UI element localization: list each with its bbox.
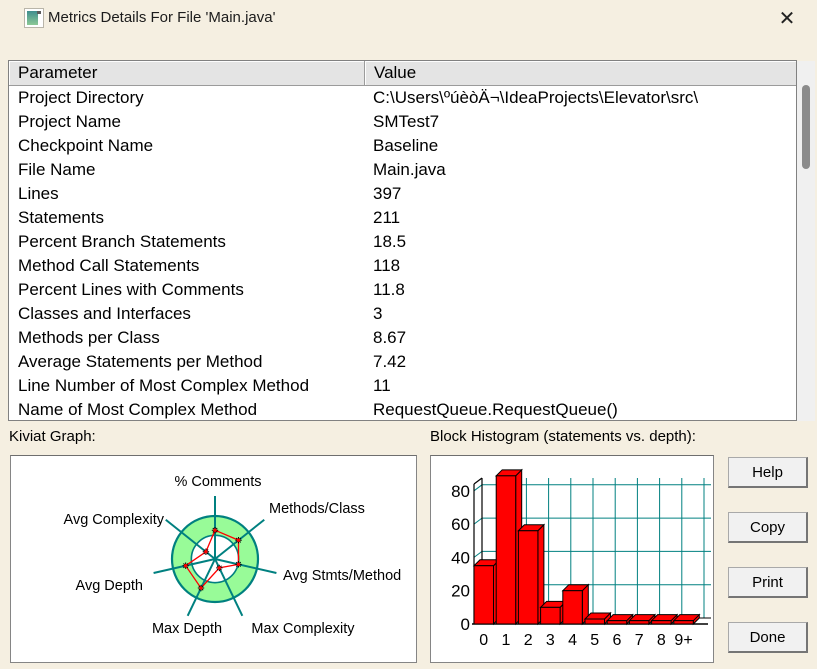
svg-text:80: 80 [451, 482, 470, 501]
parameter-cell: File Name [18, 160, 96, 179]
table-header: Parameter Value [9, 61, 796, 86]
value-cell: RequestQueue.RequestQueue() [373, 400, 618, 419]
value-cell: 118 [373, 256, 401, 275]
metrics-table: Parameter Value Project Directory C:\User… [8, 60, 797, 421]
help-button[interactable]: Help [728, 457, 808, 488]
table-row[interactable]: Project Directory C:\Users\ºúèòÄ¬\IdeaPro… [9, 86, 796, 110]
table-row[interactable]: Name of Most Complex Method RequestQueue.… [9, 398, 796, 420]
column-header-value[interactable]: Value [365, 61, 796, 85]
svg-text:3: 3 [546, 632, 555, 649]
svg-text:40: 40 [451, 548, 470, 567]
svg-text:8: 8 [657, 632, 666, 649]
kiviat-section-label: Kiviat Graph: [9, 428, 96, 445]
svg-text:Methods/Class: Methods/Class [269, 501, 365, 517]
svg-text:7: 7 [635, 632, 644, 649]
svg-text:9+: 9+ [674, 632, 692, 649]
value-cell: 11.8 [373, 280, 405, 299]
svg-text:Avg Complexity: Avg Complexity [64, 512, 165, 528]
value-cell: 211 [373, 208, 401, 227]
parameter-cell: Name of Most Complex Method [18, 400, 258, 419]
svg-text:20: 20 [451, 582, 470, 601]
value-cell: Baseline [373, 136, 439, 155]
parameter-cell: Average Statements per Method [18, 352, 263, 371]
app-icon-pane [27, 11, 38, 25]
table-scrollbar[interactable] [797, 61, 815, 421]
parameter-cell: Checkpoint Name [18, 136, 154, 155]
value-cell: C:\Users\ºúèòÄ¬\IdeaProjects\Elevator\sr… [373, 88, 699, 107]
table-body: Project Directory C:\Users\ºúèòÄ¬\IdeaPro… [9, 86, 796, 420]
parameter-cell: Project Name [18, 112, 121, 131]
svg-text:% Comments: % Comments [174, 474, 261, 490]
svg-text:1: 1 [501, 632, 510, 649]
svg-text:0: 0 [479, 632, 488, 649]
table-row[interactable]: Classes and Interfaces 3 [9, 302, 796, 326]
value-cell: 18.5 [373, 232, 407, 251]
table-row[interactable]: Percent Branch Statements 18.5 [9, 230, 796, 254]
svg-text:Avg Depth: Avg Depth [76, 578, 143, 594]
done-button[interactable]: Done [728, 622, 808, 653]
table-row[interactable]: File Name Main.java [9, 158, 796, 182]
value-cell: 397 [373, 184, 402, 203]
parameter-cell: Lines [18, 184, 59, 203]
value-cell: 7.42 [373, 352, 407, 371]
value-cell: 11 [373, 376, 391, 395]
svg-text:6: 6 [612, 632, 621, 649]
close-icon[interactable]: ✕ [778, 8, 796, 30]
button-column: Help Copy Print Done [728, 457, 808, 653]
app-icon [24, 8, 44, 28]
parameter-cell: Statements [18, 208, 104, 227]
svg-text:Avg Stmts/Method: Avg Stmts/Method [283, 568, 401, 584]
svg-text:Max Depth: Max Depth [152, 621, 222, 637]
copy-button[interactable]: Copy [728, 512, 808, 543]
column-header-parameter[interactable]: Parameter [9, 61, 365, 85]
table-row[interactable]: Percent Lines with Comments 11.8 [9, 278, 796, 302]
svg-text:Max Complexity: Max Complexity [251, 621, 355, 637]
parameter-cell: Method Call Statements [18, 256, 200, 275]
table-row[interactable]: Methods per Class 8.67 [9, 326, 796, 350]
table-row[interactable]: Line Number of Most Complex Method 11 [9, 374, 796, 398]
parameter-cell: Methods per Class [18, 328, 160, 347]
svg-text:60: 60 [451, 515, 470, 534]
table-row[interactable]: Checkpoint Name Baseline [9, 134, 796, 158]
parameter-cell: Project Directory [18, 88, 144, 107]
value-cell: 8.67 [373, 328, 407, 347]
app-icon-tick [37, 11, 41, 14]
table-row[interactable]: Method Call Statements 118 [9, 254, 796, 278]
titlebar: Metrics Details For File 'Main.java' ✕ [0, 0, 817, 38]
svg-text:2: 2 [524, 632, 533, 649]
value-cell: SMTest7 [373, 112, 440, 131]
scrollbar-thumb[interactable] [802, 85, 810, 169]
svg-text:5: 5 [590, 632, 599, 649]
table-row[interactable]: Project Name SMTest7 [9, 110, 796, 134]
value-cell: Main.java [373, 160, 446, 179]
table-row[interactable]: Statements 211 [9, 206, 796, 230]
block-histogram: 0 20 40 60 80 0 1 2 3 4 5 6 7 8 9+ [430, 455, 714, 663]
kiviat-graph-svg: % Comments Methods/Class Avg Stmts/Method M… [64, 474, 402, 637]
svg-text:0: 0 [461, 615, 470, 634]
parameter-cell: Line Number of Most Complex Method [18, 376, 310, 395]
window-title: Metrics Details For File 'Main.java' [48, 9, 276, 26]
histogram-section-label: Block Histogram (statements vs. depth): [430, 428, 696, 445]
table-row[interactable]: Average Statements per Method 7.42 [9, 350, 796, 374]
kiviat-graph: % Comments Methods/Class Avg Stmts/Method M… [10, 455, 417, 663]
table-row[interactable]: Lines 397 [9, 182, 796, 206]
value-cell: 3 [373, 304, 383, 323]
print-button[interactable]: Print [728, 567, 808, 598]
parameter-cell: Percent Branch Statements [18, 232, 226, 251]
parameter-cell: Percent Lines with Comments [18, 280, 244, 299]
parameter-cell: Classes and Interfaces [18, 304, 191, 323]
svg-text:4: 4 [568, 632, 577, 649]
